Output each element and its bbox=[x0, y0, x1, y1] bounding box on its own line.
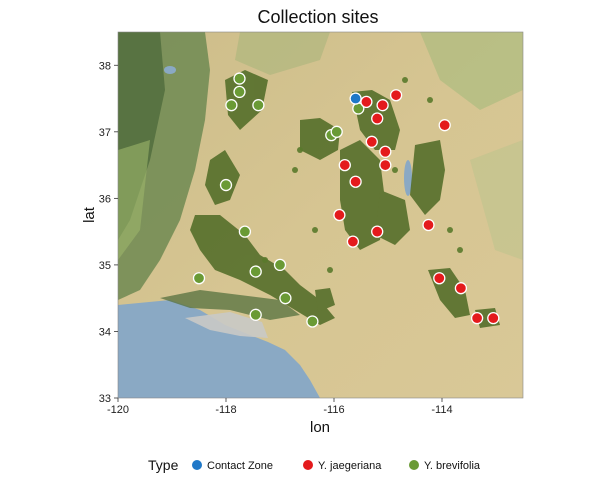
point-y-jaegeriana bbox=[365, 135, 378, 148]
point-y-jaegeriana bbox=[422, 218, 435, 232]
legend-label: Y. jaegeriana bbox=[318, 460, 382, 472]
point-y-jaegeriana bbox=[338, 158, 351, 172]
x-tick-label: -118 bbox=[215, 404, 236, 416]
point-y-brevifolia bbox=[225, 99, 238, 112]
x-tick-label: -114 bbox=[431, 404, 452, 416]
point-contact-zone bbox=[349, 92, 362, 105]
x-tick-label: -116 bbox=[323, 404, 344, 416]
point-y-jaegeriana bbox=[470, 311, 484, 325]
point-y-brevifolia bbox=[273, 258, 287, 272]
point-y-jaegeriana bbox=[454, 282, 468, 295]
legend-label: Y. brevifolia bbox=[424, 460, 481, 472]
point-y-jaegeriana bbox=[376, 99, 389, 112]
point-y-jaegeriana bbox=[487, 311, 500, 325]
y-tick-label: 35 bbox=[99, 260, 111, 272]
legend-title: Type bbox=[148, 457, 179, 473]
point-y-jaegeriana bbox=[333, 208, 346, 222]
point-y-brevifolia bbox=[252, 99, 265, 112]
point-y-brevifolia bbox=[306, 315, 319, 328]
point-y-jaegeriana bbox=[379, 145, 392, 158]
point-y-brevifolia bbox=[249, 308, 262, 321]
y-tick-label: 37 bbox=[99, 127, 111, 139]
point-y-jaegeriana bbox=[371, 112, 384, 125]
y-tick-label: 33 bbox=[99, 393, 111, 405]
point-y-jaegeriana bbox=[371, 225, 384, 238]
point-y-brevifolia bbox=[219, 178, 233, 192]
point-y-jaegeriana bbox=[433, 272, 446, 285]
x-tick-label: -120 bbox=[107, 404, 129, 416]
y-tick-label: 34 bbox=[99, 326, 111, 338]
chart-title: Collection sites bbox=[257, 7, 378, 27]
point-y-brevifolia bbox=[233, 85, 246, 99]
y-axis-title: lat bbox=[81, 206, 98, 223]
point-y-jaegeriana bbox=[360, 95, 373, 109]
y-tick-label: 38 bbox=[99, 60, 111, 72]
point-y-jaegeriana bbox=[379, 158, 392, 172]
legend-swatch bbox=[303, 460, 313, 470]
point-y-brevifolia bbox=[238, 225, 252, 238]
plot-panel bbox=[117, 31, 524, 399]
point-y-jaegeriana bbox=[438, 119, 451, 132]
point-y-brevifolia bbox=[192, 272, 206, 285]
point-y-jaegeriana bbox=[349, 175, 362, 188]
data-points bbox=[192, 72, 500, 328]
point-y-brevifolia bbox=[279, 292, 292, 305]
point-y-brevifolia bbox=[249, 265, 262, 278]
point-y-jaegeriana bbox=[389, 89, 403, 102]
axes: -120 -118 -116 -114 33 34 35 36 37 38 bbox=[99, 60, 453, 416]
legend-label: Contact Zone bbox=[207, 460, 273, 472]
point-y-brevifolia bbox=[330, 125, 343, 138]
legend-swatch bbox=[192, 460, 202, 470]
x-axis-title: lon bbox=[310, 419, 330, 436]
y-tick-label: 36 bbox=[99, 193, 111, 205]
basemap bbox=[118, 32, 523, 398]
point-y-brevifolia bbox=[233, 72, 246, 85]
legend-swatch bbox=[409, 460, 419, 470]
legend: Type Contact Zone Y. jaegeriana Y. brevifo… bbox=[148, 457, 481, 473]
point-y-jaegeriana bbox=[346, 235, 360, 248]
